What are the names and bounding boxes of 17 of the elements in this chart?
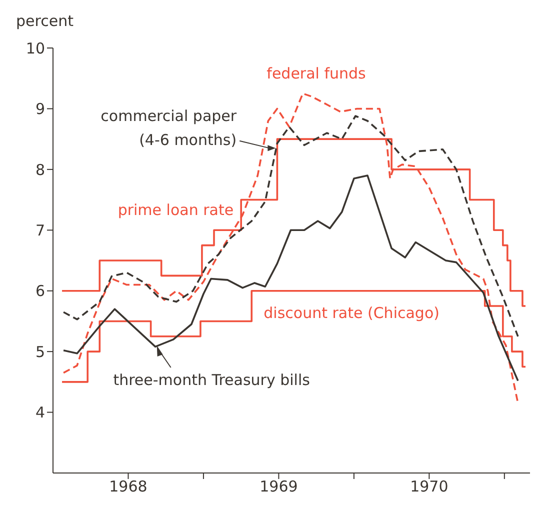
y-tick-label: 4 bbox=[35, 404, 45, 422]
x-tick-label: 1969 bbox=[260, 478, 298, 496]
x-tick-label: 1970 bbox=[410, 478, 448, 496]
y-axis-title: percent bbox=[16, 12, 74, 30]
annotation: (4-6 months) bbox=[139, 131, 237, 150]
series-label: prime loan rate bbox=[118, 200, 234, 219]
annotation: three-month Treasury bills bbox=[113, 370, 310, 389]
y-tick-label: 8 bbox=[35, 160, 45, 179]
y-tick-label: 6 bbox=[35, 282, 45, 300]
y-tick-label: 5 bbox=[35, 342, 45, 361]
y-tick-label: 9 bbox=[35, 100, 45, 118]
series-label: discount rate (Chicago) bbox=[264, 304, 440, 322]
x-tick-label: 1968 bbox=[109, 478, 148, 496]
text: commercial paper bbox=[100, 106, 238, 125]
y-tick-label: 7 bbox=[35, 221, 45, 240]
series-label: federal funds bbox=[266, 64, 366, 82]
y-tick-label: 10 bbox=[26, 39, 45, 58]
